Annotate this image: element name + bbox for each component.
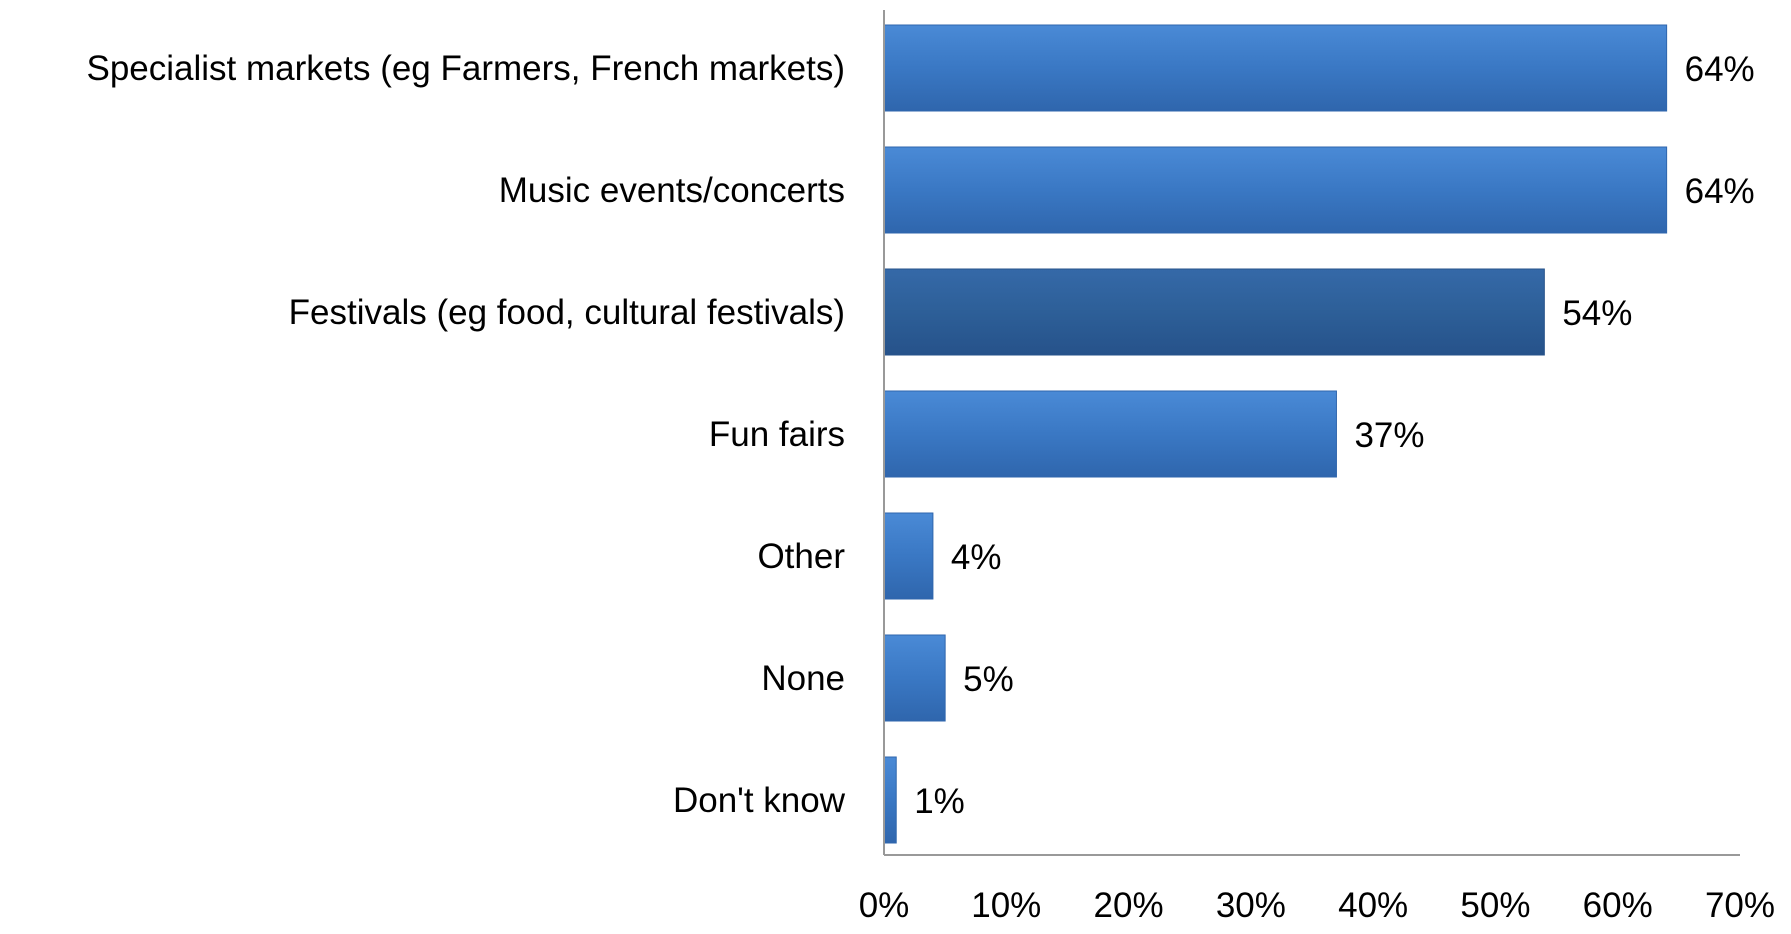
data-label-4: 4%: [951, 538, 1002, 577]
bars-layer: [883, 24, 1668, 844]
data-label-6: 1%: [914, 782, 965, 821]
bar-3: [883, 390, 1337, 478]
category-label-2: Festivals (eg food, cultural festivals): [289, 293, 845, 332]
x-tick-label-6: 60%: [1583, 886, 1653, 925]
x-tick-label-4: 40%: [1338, 886, 1408, 925]
axes: 0% 10% 20% 30% 40% 50% 60% 70%: [859, 10, 1775, 925]
x-tick-label-7: 70%: [1705, 886, 1775, 925]
bar-0: [883, 24, 1668, 112]
bar-5: [883, 634, 946, 722]
data-label-0: 64%: [1685, 50, 1755, 89]
data-label-2: 54%: [1562, 294, 1632, 333]
x-tick-label-1: 10%: [971, 886, 1041, 925]
data-label-1: 64%: [1685, 172, 1755, 211]
category-label-4: Other: [757, 537, 845, 576]
category-label-6: Don't know: [673, 781, 846, 820]
bar-6: [883, 756, 897, 844]
x-tick-label-0: 0%: [859, 886, 910, 925]
category-label-1: Music events/concerts: [499, 171, 845, 210]
category-label-5: None: [761, 659, 845, 698]
x-tick-label-2: 20%: [1094, 886, 1164, 925]
bar-2: [883, 268, 1545, 356]
data-label-5: 5%: [963, 660, 1014, 699]
labels-layer: Specialist markets (eg Farmers, French m…: [86, 49, 1754, 821]
x-tick-label-5: 50%: [1460, 886, 1530, 925]
data-label-3: 37%: [1354, 416, 1424, 455]
bar-1: [883, 146, 1668, 234]
x-tick-label-3: 30%: [1216, 886, 1286, 925]
category-label-3: Fun fairs: [709, 415, 845, 454]
bar-4: [883, 512, 934, 600]
category-label-0: Specialist markets (eg Farmers, French m…: [86, 49, 845, 88]
